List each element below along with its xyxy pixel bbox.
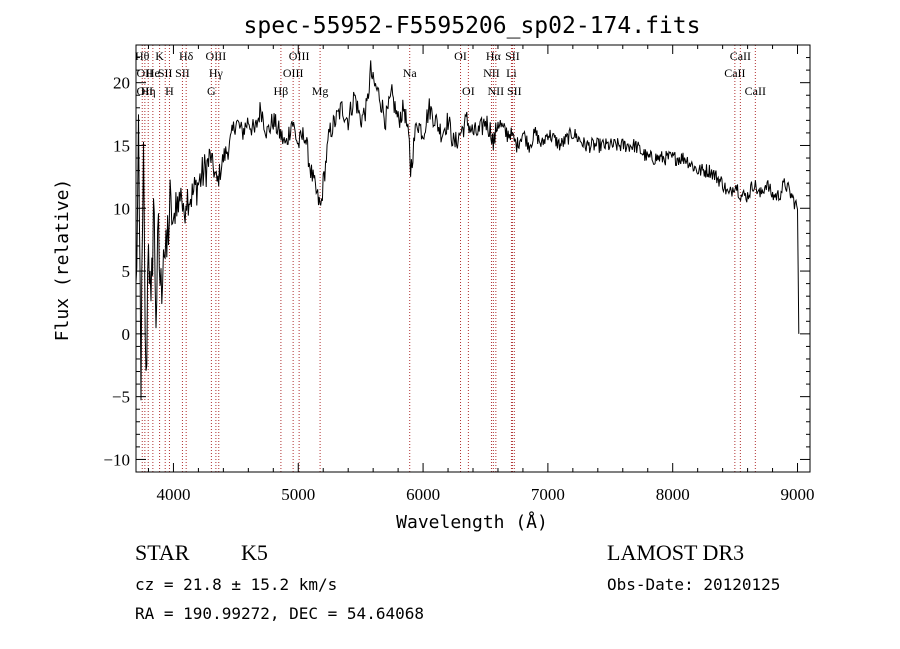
line-label: CaII (724, 66, 745, 80)
x-tick-label: 5000 (281, 485, 315, 504)
obs-date-text: Obs-Date: 20120125 (607, 575, 781, 594)
y-axis-label: Flux (relative) (52, 179, 73, 342)
line-label: NII (483, 66, 500, 80)
line-label: SII (158, 66, 173, 80)
y-tick-label: 20 (113, 74, 130, 93)
line-label: SII (505, 49, 520, 63)
line-label: CaII (730, 49, 751, 63)
x-tick-label: 4000 (156, 485, 190, 504)
y-tick-label: 5 (122, 262, 131, 281)
redshift-text: cz = 21.8 ± 15.2 km/s (135, 575, 338, 594)
line-label: Hγ (209, 66, 224, 80)
line-label: OII (137, 66, 154, 80)
line-label: Na (403, 66, 418, 80)
line-label: CaII (745, 84, 766, 98)
spectral-line-markers (141, 45, 756, 472)
y-tick-label: −5 (112, 388, 130, 407)
coordinates-text: RA = 190.99272, DEC = 54.64068 (135, 604, 424, 623)
x-tick-label: 7000 (531, 485, 565, 504)
line-label: K (155, 49, 164, 63)
x-tick-label: 9000 (781, 485, 815, 504)
y-tick-label: 10 (113, 199, 130, 218)
x-axis-label: Wavelength (Å) (396, 511, 548, 533)
line-label: Li (506, 66, 517, 80)
line-label: OI (454, 49, 467, 63)
line-label: He (146, 66, 160, 80)
line-label: OII (137, 84, 154, 98)
line-label: H (165, 84, 174, 98)
object-class: STAR (135, 540, 190, 565)
line-label: SII (175, 66, 190, 80)
y-tick-label: 0 (122, 325, 131, 344)
x-tick-label: 6000 (406, 485, 440, 504)
object-subclass: K5 (241, 540, 268, 565)
survey-name: LAMOST DR3 (607, 540, 745, 565)
line-label: Hα (486, 49, 502, 63)
y-axis-ticks: −10 −5 0 5 10 15 20 (103, 57, 810, 469)
line-label: OIII (206, 49, 227, 63)
line-label: Mg (312, 84, 329, 98)
x-tick-label: 8000 (656, 485, 690, 504)
line-label: OIII (283, 66, 304, 80)
line-label: OIII (289, 49, 310, 63)
flux-series-line (135, 60, 800, 401)
y-tick-label: −10 (103, 450, 130, 469)
line-label: Hδ (179, 49, 194, 63)
line-label: Hβ (274, 84, 289, 98)
y-tick-label: 15 (113, 136, 130, 155)
line-label: G (207, 84, 216, 98)
line-label: Hθ (135, 49, 150, 63)
x-axis-ticks: 4000 5000 6000 7000 8000 9000 (147, 45, 815, 504)
plot-frame (135, 44, 811, 473)
chart-title: spec-55952-F5595206_sp02-174.fits (244, 13, 701, 39)
line-label: SII (507, 84, 522, 98)
line-label: OI (462, 84, 475, 98)
line-label: Hη (141, 84, 156, 98)
line-label: NII (488, 84, 505, 98)
